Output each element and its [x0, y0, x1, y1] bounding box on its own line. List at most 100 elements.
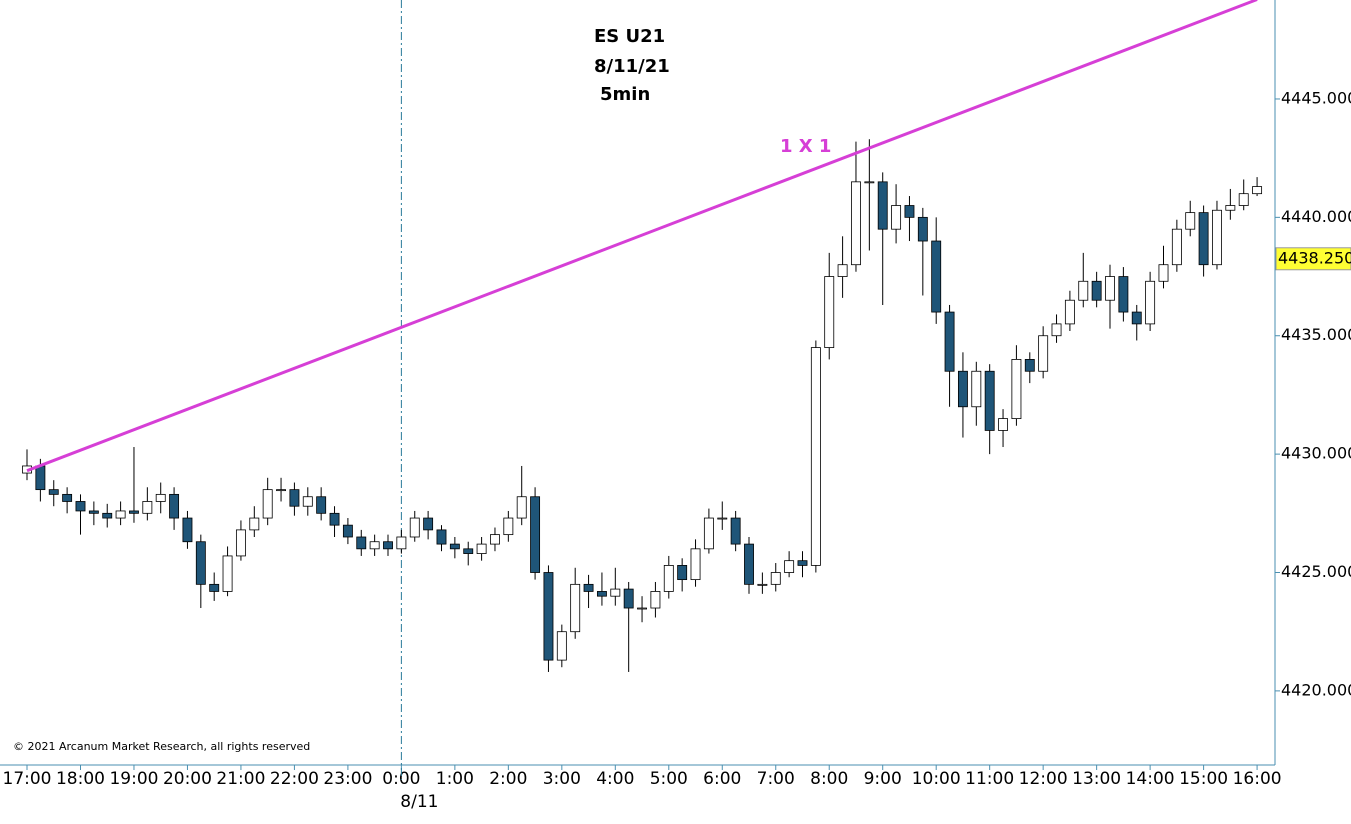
x-tick-label: 11:00 — [965, 769, 1014, 789]
candle-body — [35, 465, 46, 491]
candle-body — [262, 489, 273, 519]
candle-body — [663, 565, 674, 592]
candle-body — [516, 496, 527, 519]
candle-body — [957, 370, 968, 408]
candle-body — [650, 591, 661, 609]
candle-body — [289, 489, 300, 507]
candle-body — [302, 496, 313, 507]
candle-body — [1051, 323, 1062, 337]
candle-body — [877, 181, 888, 230]
candle-body — [797, 560, 808, 566]
candle-body — [917, 216, 928, 242]
candle-body — [1091, 280, 1102, 301]
candle-body — [984, 370, 995, 431]
candle-body — [1238, 193, 1249, 206]
x-tick-label: 21:00 — [216, 769, 265, 789]
candle-body — [703, 517, 714, 550]
candle-body — [770, 572, 781, 585]
candle-body — [316, 496, 327, 514]
x-tick-label: 13:00 — [1072, 769, 1121, 789]
candle-body — [1198, 212, 1209, 266]
candle-body — [142, 501, 153, 514]
x-tick-label: 20:00 — [163, 769, 212, 789]
y-tick-label: 4425.000 — [1281, 562, 1351, 581]
candle-body — [476, 543, 487, 554]
candle-body — [530, 496, 541, 573]
candle-body — [75, 501, 86, 512]
x-tick-label: 4:00 — [596, 769, 634, 789]
candle-body — [209, 583, 220, 592]
candle-body — [249, 517, 260, 531]
candle-body — [1212, 209, 1222, 266]
x-tick-label: 23:00 — [323, 769, 372, 789]
candle-body — [48, 489, 59, 495]
candle-body — [1011, 359, 1022, 420]
y-tick-label: 4435.000 — [1281, 325, 1351, 344]
candle-body — [423, 517, 434, 531]
footnote: © 2021 Arcanum Market Research, all righ… — [13, 740, 310, 753]
candle-body — [730, 517, 741, 545]
x-tick-label: 6:00 — [703, 769, 741, 789]
candle-body — [115, 510, 126, 519]
candle-body — [490, 534, 500, 545]
candle-body — [744, 543, 754, 585]
candle-body — [623, 588, 634, 609]
x-tick-label: 1:00 — [436, 769, 474, 789]
candle-body — [1105, 276, 1115, 301]
candle-body — [1185, 212, 1196, 230]
candle-body — [1078, 280, 1089, 301]
candle-body — [1145, 280, 1156, 325]
x-tick-label: 10:00 — [912, 769, 961, 789]
x-tick-label: 8:00 — [810, 769, 848, 789]
candle-body — [1131, 311, 1142, 325]
candle-body — [155, 493, 166, 502]
candle-body — [235, 529, 246, 557]
candle-body — [583, 583, 594, 592]
x-tick-label: 15:00 — [1179, 769, 1228, 789]
x-tick-label: 18:00 — [56, 769, 105, 789]
x-tick-label: 7:00 — [757, 769, 795, 789]
x-tick-label: 17:00 — [3, 769, 52, 789]
candle-body — [276, 489, 286, 492]
x-tick-label: 9:00 — [864, 769, 902, 789]
x-tick-label: 16:00 — [1233, 769, 1282, 789]
session-break-label: 8/11 — [400, 792, 438, 812]
candle-body — [824, 276, 835, 348]
x-tick-label: 22:00 — [270, 769, 319, 789]
candle-body — [1252, 186, 1263, 195]
candle-body — [383, 541, 393, 550]
candle-body — [182, 517, 193, 543]
candle-body — [637, 607, 647, 610]
candle-body — [169, 493, 180, 519]
candle-body — [864, 181, 875, 184]
candle-body — [195, 541, 206, 585]
current-price-box — [1275, 247, 1351, 271]
candle-body — [1118, 276, 1129, 313]
candle-body — [329, 512, 340, 526]
candle-body — [757, 583, 768, 586]
candle-body — [717, 517, 728, 520]
candle-body — [1225, 205, 1236, 211]
candle-body — [971, 370, 982, 408]
candle-body — [436, 529, 447, 545]
candle-body — [944, 311, 955, 372]
candle-body — [129, 510, 139, 514]
candle-body — [463, 548, 474, 554]
candle-body — [690, 548, 701, 581]
candle-body — [503, 517, 514, 536]
trendline-label: 1 X 1 — [780, 136, 831, 157]
candle-body — [837, 264, 848, 277]
x-tick-label: 3:00 — [543, 769, 581, 789]
chart-subtitle: 8/11/21 — [594, 56, 670, 77]
candle-body — [102, 512, 113, 519]
x-tick-label: 14:00 — [1126, 769, 1175, 789]
candle-body — [543, 572, 554, 661]
candle-body — [904, 205, 915, 218]
y-tick-label: 4445.000 — [1281, 88, 1351, 107]
candle-body — [677, 565, 688, 581]
candle-body — [1064, 299, 1075, 325]
interval-label: 5min — [600, 84, 650, 105]
candle-body — [396, 536, 407, 550]
y-tick-label: 4440.000 — [1281, 207, 1351, 226]
